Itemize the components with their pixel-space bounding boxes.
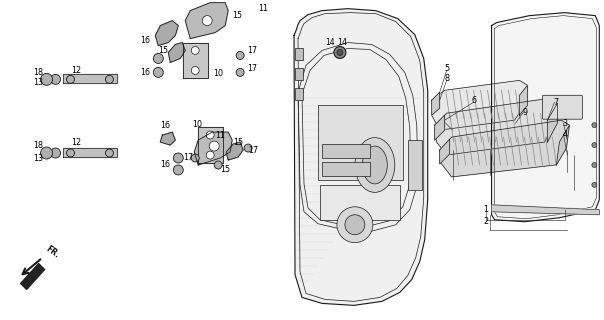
Circle shape [66, 149, 74, 157]
Circle shape [214, 161, 222, 169]
Bar [295, 49, 303, 60]
Text: 2: 2 [483, 217, 488, 226]
Circle shape [191, 154, 199, 162]
Text: 11: 11 [215, 131, 225, 140]
Circle shape [209, 141, 219, 151]
Polygon shape [435, 115, 445, 140]
FancyBboxPatch shape [542, 95, 582, 119]
Text: 7: 7 [554, 98, 559, 107]
Polygon shape [294, 9, 428, 305]
Circle shape [337, 50, 343, 55]
Text: 12: 12 [71, 66, 82, 75]
Circle shape [206, 131, 214, 139]
Polygon shape [547, 103, 557, 142]
Text: 10: 10 [213, 69, 223, 78]
Circle shape [153, 68, 163, 77]
Text: 17: 17 [183, 153, 193, 162]
Polygon shape [169, 43, 185, 62]
Polygon shape [492, 13, 599, 222]
Text: 16: 16 [160, 160, 170, 170]
Circle shape [236, 68, 244, 76]
Text: 15: 15 [158, 46, 169, 55]
Bar [295, 88, 303, 100]
Text: 5: 5 [444, 64, 449, 73]
Text: 9: 9 [523, 108, 528, 117]
Circle shape [51, 74, 60, 84]
Circle shape [173, 165, 183, 175]
Bar [322, 144, 370, 158]
Text: 16: 16 [160, 121, 170, 130]
Polygon shape [63, 148, 117, 157]
Circle shape [592, 182, 597, 188]
Polygon shape [198, 127, 223, 163]
Bar [318, 105, 403, 180]
Polygon shape [182, 43, 208, 78]
Bar [320, 185, 400, 220]
Polygon shape [440, 139, 449, 164]
Text: 16: 16 [140, 68, 150, 77]
Polygon shape [63, 74, 117, 83]
Circle shape [106, 76, 114, 83]
Polygon shape [556, 125, 570, 165]
Text: 17: 17 [247, 46, 257, 55]
Circle shape [334, 46, 346, 59]
Text: 15: 15 [220, 165, 230, 174]
Text: 13: 13 [34, 78, 43, 87]
Text: 14: 14 [337, 38, 347, 47]
Circle shape [191, 46, 199, 54]
Text: 17: 17 [247, 64, 257, 73]
Polygon shape [432, 80, 527, 130]
Polygon shape [21, 264, 45, 289]
Circle shape [337, 207, 373, 243]
Circle shape [345, 215, 365, 235]
Text: 18: 18 [34, 68, 43, 77]
Circle shape [173, 153, 183, 163]
Circle shape [66, 76, 74, 83]
Text: 17: 17 [248, 146, 258, 155]
Text: 10: 10 [192, 120, 202, 129]
Polygon shape [440, 120, 570, 177]
Circle shape [51, 148, 60, 158]
Circle shape [592, 123, 597, 128]
Polygon shape [435, 98, 557, 155]
Polygon shape [432, 92, 440, 115]
Circle shape [592, 163, 597, 167]
Text: 13: 13 [34, 154, 43, 163]
Polygon shape [185, 3, 228, 38]
Polygon shape [160, 132, 175, 145]
Circle shape [244, 144, 252, 152]
Bar [295, 68, 303, 80]
Circle shape [206, 151, 214, 159]
Text: 16: 16 [140, 36, 150, 45]
Text: 11: 11 [258, 4, 268, 13]
Text: 14: 14 [325, 38, 335, 47]
Text: 3: 3 [563, 119, 568, 128]
Text: FR.: FR. [45, 244, 62, 260]
Bar [408, 140, 422, 190]
Ellipse shape [355, 138, 395, 192]
Circle shape [236, 52, 244, 60]
Circle shape [40, 147, 53, 159]
Circle shape [592, 143, 597, 148]
Text: 15: 15 [232, 11, 242, 20]
Text: 18: 18 [34, 140, 43, 149]
Polygon shape [226, 142, 243, 160]
Text: 6: 6 [471, 96, 476, 105]
Polygon shape [194, 132, 232, 165]
Circle shape [153, 53, 163, 63]
Polygon shape [492, 205, 599, 215]
Text: 8: 8 [444, 74, 449, 83]
Circle shape [40, 73, 53, 85]
Text: 15: 15 [233, 138, 243, 147]
Circle shape [202, 16, 212, 26]
Ellipse shape [362, 146, 387, 184]
Circle shape [191, 67, 199, 75]
Text: 4: 4 [563, 130, 568, 139]
Text: 1: 1 [483, 205, 488, 214]
Bar [322, 162, 370, 176]
Polygon shape [155, 20, 178, 45]
Text: 12: 12 [71, 138, 82, 147]
Polygon shape [519, 85, 527, 115]
Circle shape [106, 149, 114, 157]
